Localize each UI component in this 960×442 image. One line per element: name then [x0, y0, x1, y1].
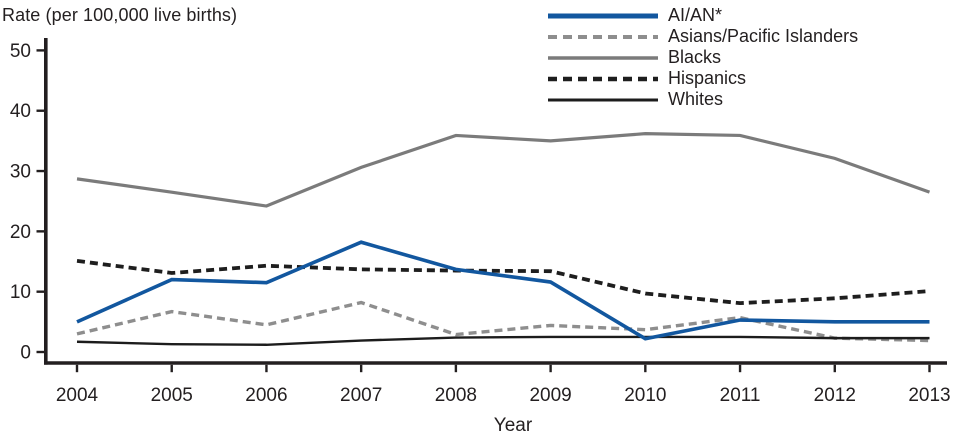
x-tick-label: 2004	[56, 385, 99, 406]
legend-line-whites	[548, 98, 658, 101]
legend-line-hispanics	[548, 76, 658, 81]
y-tick-label: 40	[10, 101, 31, 122]
legend-item-asians-pacific-islanders: Asians/Pacific Islanders	[548, 26, 858, 47]
legend-label: Hispanics	[668, 68, 747, 88]
y-tick-label: 10	[10, 282, 31, 303]
y-tick-label: 50	[10, 41, 31, 62]
legend-label: Asians/Pacific Islanders	[668, 26, 859, 46]
x-tick-label: 2005	[151, 385, 193, 406]
x-tick-label: 2008	[435, 385, 477, 406]
x-tick-label: 2010	[624, 385, 666, 406]
x-axis-title: Year	[493, 415, 533, 436]
legend-label: Whites	[668, 89, 724, 109]
legend-item-ai-an: AI/AN*	[548, 5, 858, 26]
series-line-ai-an	[76, 240, 930, 341]
legend-item-whites: Whites	[548, 89, 858, 110]
y-tick-label: 0	[20, 343, 31, 364]
legend-label: AI/AN*	[668, 5, 723, 25]
series-line-whites	[76, 335, 930, 346]
y-axis-title: Rate (per 100,000 live births)	[2, 5, 238, 25]
x-tick-label: 2012	[814, 385, 856, 406]
series-line-asians-pacific-islanders	[76, 300, 930, 343]
series-line-blacks	[76, 132, 931, 208]
x-tick-label: 2011	[720, 385, 761, 406]
legend-line-asians-pacific-islanders	[548, 34, 658, 39]
legend-line-ai-an	[548, 13, 658, 18]
legend: AI/AN* Asians/Pacific Islanders Blacks Hisp…	[548, 5, 858, 110]
x-tick-label: 2013	[908, 385, 950, 406]
legend-label: Blacks	[668, 47, 722, 67]
x-tick-label: 2009	[529, 385, 571, 406]
legend-line-blacks	[548, 55, 658, 60]
y-tick-label: 30	[10, 162, 31, 183]
legend-item-blacks: Blacks	[548, 47, 858, 68]
x-tick-label: 2007	[340, 385, 382, 406]
legend-item-hispanics: Hispanics	[548, 68, 858, 89]
y-tick-label: 20	[10, 222, 31, 243]
x-tick-label: 2006	[245, 385, 287, 406]
